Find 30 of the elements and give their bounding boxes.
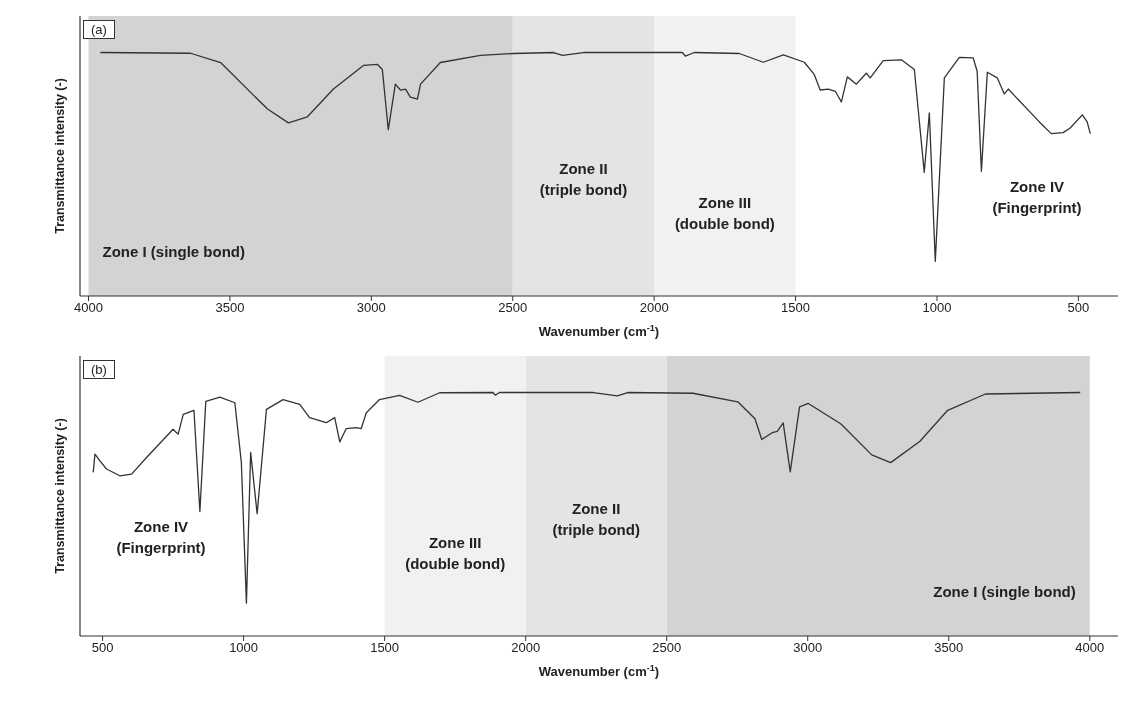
x-tick-label: 3000 — [356, 300, 386, 316]
x-tick-label: 2000 — [639, 300, 669, 316]
band-label: Zone I (single bond) — [933, 582, 1076, 600]
band-label: Zone II (triple bond) — [552, 500, 640, 538]
x-tick-label: 2500 — [498, 300, 528, 316]
annotation: Zone IV (Fingerprint) — [115, 516, 207, 558]
x-tick-label: 1000 — [922, 300, 952, 316]
annotation: Zone IV (Fingerprint) — [991, 176, 1083, 218]
x-tick-label: 3000 — [793, 640, 823, 656]
x-tick-label: 1500 — [781, 300, 811, 316]
x-tick-label: 4000 — [1075, 640, 1105, 656]
x-tick-label: 500 — [91, 640, 114, 656]
x-axis-title: Wavenumber (cm$^{-1}$) — [538, 323, 660, 339]
x-tick-label: 2500 — [652, 640, 682, 656]
band-label: Zone I (single bond) — [102, 242, 245, 260]
x-tick-label: 4000 — [74, 300, 103, 316]
x-tick-label: 1500 — [370, 640, 400, 656]
chart-title: (b) — [83, 360, 115, 379]
band-label: Zone III (double bond) — [674, 193, 775, 232]
x-tick-label: 1000 — [229, 640, 259, 656]
chart-title: (a) — [83, 20, 115, 39]
x-tick-label: 3500 — [934, 640, 964, 656]
x-tick-label: 500 — [1067, 300, 1090, 316]
y-axis-title: Transmittance intensity (-) — [53, 78, 67, 234]
y-axis-title: Transmittance intensity (-) — [53, 418, 67, 574]
band-label: Zone II (triple bond) — [539, 160, 628, 198]
x-axis-title: Wavenumber (cm$^{-1}$) — [538, 663, 660, 679]
band-label: Zone III (double bond) — [405, 533, 506, 572]
x-tick-label: 3500 — [215, 300, 245, 316]
x-tick-label: 2000 — [511, 640, 541, 656]
